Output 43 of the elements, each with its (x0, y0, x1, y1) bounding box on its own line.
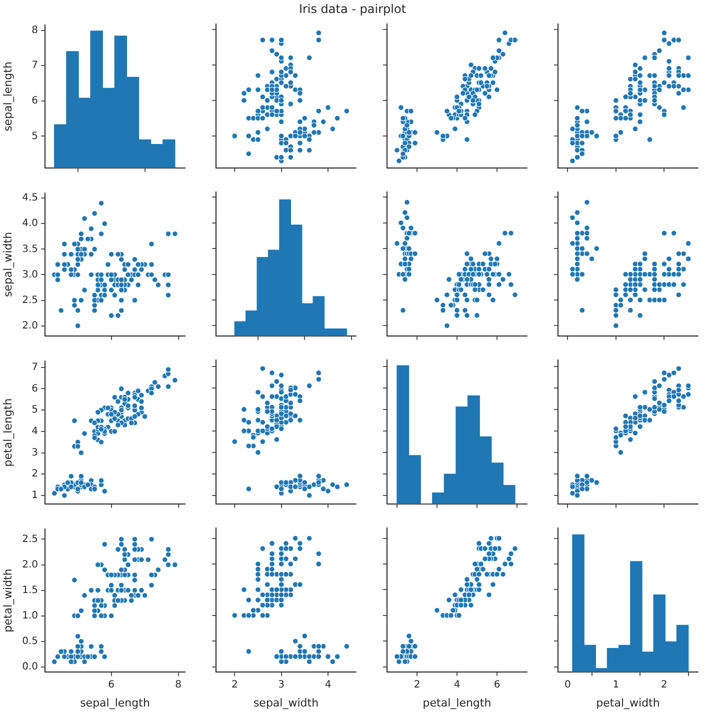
y-axis-title: sepal_width (1, 232, 14, 298)
y-axis-title: petal_length (1, 398, 14, 467)
y-tick-label: 1.5 (22, 584, 38, 596)
y-tick-label: 2 (32, 468, 38, 480)
y-tick-label: 7 (32, 60, 38, 72)
y-axis-title: petal_width (1, 568, 14, 632)
y-tick-label: 5 (32, 404, 38, 416)
y-tick-label: 6 (32, 96, 38, 107)
x-tick-label: 6 (494, 680, 500, 691)
y-tick-label: 3.5 (22, 244, 38, 255)
y-tick-label: 6 (32, 383, 38, 394)
x-axis-title: petal_length (422, 696, 492, 710)
y-tick-label: 3 (32, 447, 38, 458)
y-tick-label: 1.0 (22, 610, 38, 622)
y-tick-label: 4 (32, 426, 38, 438)
chart-title: Iris data - pairplot (298, 2, 408, 16)
y-tick-label: 0.0 (22, 661, 38, 672)
x-tick-label: 8 (175, 680, 182, 691)
x-tick-label: 0 (564, 680, 571, 691)
y-axis-title: sepal_length (1, 62, 14, 132)
y-tick-label: 2.0 (22, 320, 38, 332)
x-tick-label: 1 (612, 680, 620, 691)
x-tick-label: 4 (324, 680, 332, 691)
y-tick-label: 0.5 (22, 636, 38, 647)
y-tick-label: 3.0 (22, 269, 38, 280)
y-tick-label: 5 (32, 130, 38, 142)
y-tick-label: 4.0 (22, 218, 38, 230)
x-tick-label: 4 (454, 680, 460, 691)
y-tick-label: 4.5 (22, 192, 38, 204)
x-tick-label: 6 (108, 680, 115, 691)
y-tick-label: 7 (32, 362, 38, 373)
x-axis-title: sepal_width (253, 696, 319, 710)
y-tick-label: 2.5 (22, 534, 38, 545)
x-axis-title: sepal_length (80, 696, 150, 710)
x-tick-label: 2 (414, 680, 420, 691)
y-tick-label: 2.5 (22, 294, 38, 306)
x-tick-label: 2 (231, 680, 238, 691)
y-tick-label: 8 (32, 24, 38, 36)
y-tick-label: 1 (32, 490, 38, 502)
x-axis-title: petal_width (596, 696, 660, 710)
x-tick-label: 3 (278, 680, 285, 691)
y-tick-label: 2.0 (22, 559, 38, 570)
x-tick-label: 2 (661, 680, 668, 691)
